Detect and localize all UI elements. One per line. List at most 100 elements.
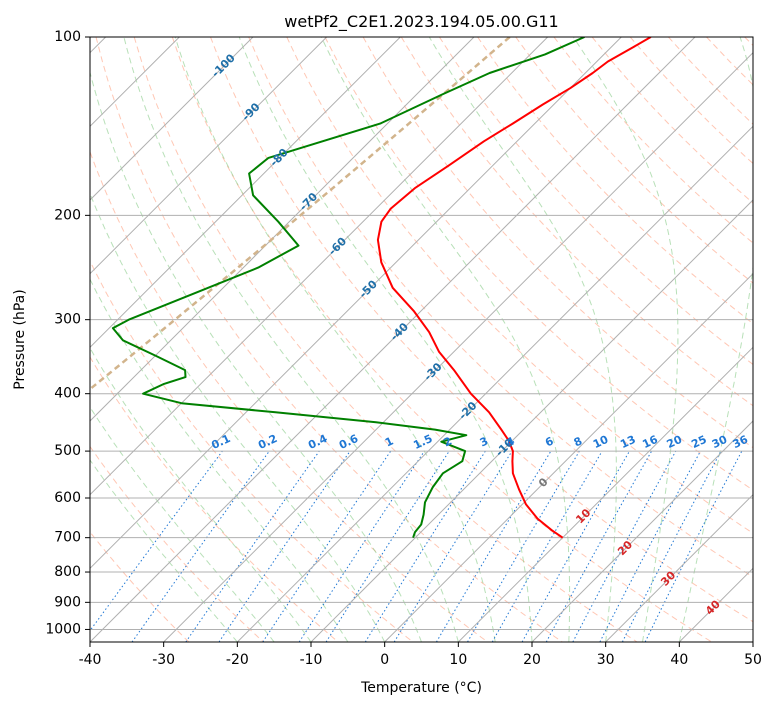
isotherm-line xyxy=(752,641,753,642)
moist-adiabat-line xyxy=(90,192,386,642)
x-tick-label: 40 xyxy=(670,652,688,668)
dry-adiabat-line xyxy=(477,37,753,325)
moist-adiabat-line xyxy=(428,37,617,642)
moist-adiabat-line xyxy=(572,37,679,642)
y-tick-label: 500 xyxy=(54,443,81,459)
mixing-ratio-label: 1 xyxy=(383,434,395,449)
mixing-ratio-line xyxy=(545,450,653,642)
isotherm-label: -30 xyxy=(421,360,444,383)
dry-adiabat-line xyxy=(744,37,753,47)
moist-adiabat-line xyxy=(238,37,533,642)
y-tick-label: 200 xyxy=(54,207,81,223)
dry-adiabat-line xyxy=(210,37,753,623)
y-tick-label: 600 xyxy=(54,490,81,506)
isotherm-line xyxy=(531,420,753,642)
dry-adiabat-line xyxy=(248,37,753,578)
dewpoint-profile xyxy=(111,37,585,539)
isotherm-label: -100 xyxy=(209,51,238,80)
moist-adiabat-line xyxy=(320,37,571,642)
mixing-ratio-line xyxy=(364,450,486,642)
x-tick-label: -10 xyxy=(300,652,323,668)
mixing-ratio-line xyxy=(325,450,450,642)
mixing-ratio-label: 16 xyxy=(640,433,660,451)
y-tick-label: 100 xyxy=(54,29,81,45)
mixing-ratio-line xyxy=(572,450,677,642)
moist-adiabat-line xyxy=(90,347,312,642)
isotherm-line xyxy=(310,199,753,642)
isotherm-line xyxy=(605,493,753,642)
mixing-ratio-label: 0.4 xyxy=(306,432,329,452)
y-axis-label: Pressure (hPa) xyxy=(12,289,28,389)
isotherm-line xyxy=(236,125,753,642)
mixing-ratio-line xyxy=(262,450,392,642)
mixing-ratio-line xyxy=(393,450,513,642)
dry-adiabat-line xyxy=(553,37,753,244)
isotherm-line xyxy=(384,272,753,642)
dry-adiabat-line xyxy=(90,531,190,642)
mixing-ratio-label: 3 xyxy=(478,434,490,449)
y-tick-label: 800 xyxy=(54,564,81,580)
plot-frame xyxy=(89,36,754,643)
isotherm-line xyxy=(457,346,753,642)
mixing-ratio-line xyxy=(644,450,743,642)
isotherm-label: 20 xyxy=(615,538,635,558)
mixing-ratio-line xyxy=(298,450,425,642)
isotherm-label: 10 xyxy=(573,506,593,526)
x-tick-label: 20 xyxy=(523,652,541,668)
x-tick-label: -20 xyxy=(226,652,249,668)
y-tick-label: 700 xyxy=(54,530,81,546)
moist-adiabat-line xyxy=(90,459,238,642)
axis-ticks: -40 -30 -20 -10 0 10 20 30 40 5010020030040050060… xyxy=(45,29,762,668)
y-tick-label: 400 xyxy=(54,386,81,402)
dry-adiabat-line xyxy=(90,445,264,642)
isotherm-line xyxy=(90,37,401,349)
dry-adiabat-line xyxy=(668,37,753,125)
x-tick-label: -40 xyxy=(79,652,102,668)
mixing-ratio-label: 8 xyxy=(572,434,584,449)
chart-title: wetPf2_C2E1.2023.194.05.00.G11 xyxy=(284,12,558,32)
dry-adiabat-line xyxy=(324,37,753,491)
mixing-ratio-label: 13 xyxy=(618,433,637,451)
isotherm-line xyxy=(90,37,696,642)
x-tick-label: 50 xyxy=(744,652,762,668)
isotherm-line xyxy=(163,51,753,642)
x-tick-label: 10 xyxy=(449,652,467,668)
mixing-ratio-line xyxy=(435,450,552,642)
isotherm-label: -20 xyxy=(456,399,479,422)
moist-adiabat-line xyxy=(174,37,496,642)
y-tick-label: 900 xyxy=(54,594,81,610)
isotherm-label: 40 xyxy=(703,597,723,617)
mixing-ratio-line xyxy=(131,450,270,642)
temperature-profile xyxy=(376,37,652,539)
x-tick-label: 30 xyxy=(597,652,615,668)
isotherm-label: -50 xyxy=(357,277,380,300)
dry-adiabat-line xyxy=(90,150,488,642)
mixing-ratio-label: 10 xyxy=(591,433,611,451)
moist-adiabat-line xyxy=(90,70,422,642)
mixing-ratio-line xyxy=(185,450,320,642)
dry-adiabat-line xyxy=(90,356,339,642)
x-tick-label: 0 xyxy=(380,652,389,668)
isotherm-line xyxy=(90,37,328,275)
x-axis-label: Temperature (°C) xyxy=(360,680,482,696)
isotherm-line xyxy=(90,37,475,422)
moist-adiabat-line xyxy=(678,37,753,642)
mixing-ratio-label: 30 xyxy=(710,433,730,451)
isotherm-line xyxy=(678,567,753,642)
mixing-ratio-line xyxy=(599,450,701,642)
dry-adiabat-line xyxy=(133,37,638,642)
mixing-ratio-label: 36 xyxy=(731,433,751,451)
dry-adiabat-line xyxy=(706,37,753,86)
plot-lines xyxy=(90,37,753,642)
dry-adiabat-line xyxy=(438,37,753,366)
x-tick-label: -30 xyxy=(152,652,175,668)
mixing-ratio-line xyxy=(218,450,351,642)
isotherm-line xyxy=(90,37,622,570)
mixing-ratio-label: 0.1 xyxy=(209,432,232,452)
dry-adiabat-line xyxy=(95,37,563,642)
mixing-ratio-label: 20 xyxy=(665,433,685,451)
mixing-ratio-line xyxy=(521,450,630,642)
dry-adiabat-line xyxy=(90,259,414,642)
mixing-ratio-line xyxy=(90,450,223,632)
